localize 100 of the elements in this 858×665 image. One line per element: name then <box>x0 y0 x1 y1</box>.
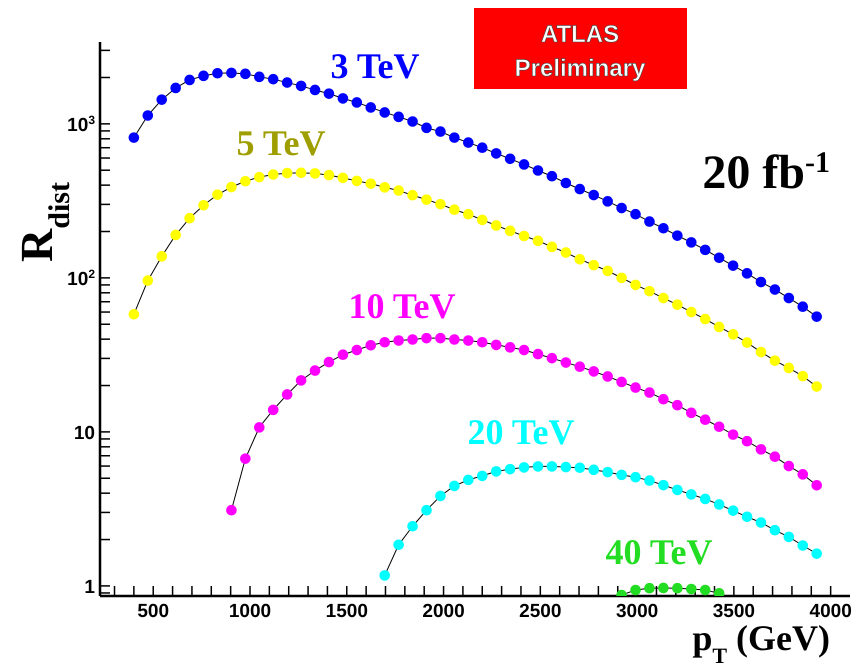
point <box>588 260 600 270</box>
point <box>672 299 683 310</box>
point <box>476 214 488 226</box>
point <box>170 82 181 94</box>
point <box>407 334 418 345</box>
point <box>463 137 474 148</box>
point <box>742 337 752 348</box>
point <box>212 189 223 200</box>
point <box>393 335 404 346</box>
point <box>658 394 669 405</box>
point <box>546 170 558 182</box>
point <box>128 132 140 143</box>
point <box>142 275 154 286</box>
point <box>686 306 697 318</box>
point <box>379 570 390 581</box>
point <box>240 176 251 187</box>
point <box>435 490 446 502</box>
point <box>407 190 418 201</box>
point <box>296 168 306 178</box>
point <box>714 499 724 510</box>
point <box>435 332 446 344</box>
point <box>449 132 460 143</box>
y-tick-label: 10 <box>74 422 95 444</box>
point <box>184 74 195 86</box>
series-label: 10 TeV <box>348 286 456 326</box>
point <box>504 226 516 236</box>
point <box>393 112 404 122</box>
point <box>658 222 669 234</box>
point <box>407 520 418 532</box>
point <box>142 110 154 121</box>
point <box>686 237 697 248</box>
point <box>560 462 572 472</box>
point <box>490 148 502 159</box>
y-tick-label: 1 <box>84 576 96 598</box>
point <box>602 466 613 478</box>
point <box>658 480 669 490</box>
point <box>630 382 641 393</box>
x-tick-label: 3000 <box>616 601 658 622</box>
point <box>756 444 766 455</box>
point <box>686 408 697 418</box>
point <box>504 154 516 164</box>
point <box>463 208 474 220</box>
point <box>407 116 418 127</box>
point <box>476 470 488 482</box>
point <box>435 198 446 210</box>
point <box>226 182 237 192</box>
point <box>644 216 655 227</box>
point <box>602 266 613 276</box>
point <box>742 436 752 447</box>
point <box>616 272 627 284</box>
point <box>532 165 544 176</box>
point <box>658 582 669 594</box>
point <box>602 371 613 382</box>
point <box>728 260 738 271</box>
point <box>742 268 752 279</box>
point <box>532 348 544 360</box>
point <box>310 365 320 376</box>
point <box>784 532 794 542</box>
point <box>490 220 502 231</box>
point <box>352 97 362 108</box>
point <box>602 196 613 207</box>
point <box>574 254 586 265</box>
point <box>296 375 306 386</box>
point <box>546 461 558 472</box>
point <box>797 540 808 551</box>
point <box>630 280 641 290</box>
point <box>226 68 237 78</box>
point <box>784 292 794 304</box>
point <box>784 460 794 472</box>
point <box>700 494 711 504</box>
point <box>449 480 460 492</box>
point <box>324 356 334 368</box>
point <box>784 362 794 374</box>
point <box>574 462 586 474</box>
point <box>393 539 404 550</box>
point <box>616 202 627 214</box>
series-label: 40 TeV <box>605 532 713 572</box>
point <box>644 475 655 486</box>
point <box>630 472 641 482</box>
point <box>198 70 209 82</box>
point <box>226 504 237 516</box>
point <box>254 72 265 82</box>
point <box>714 322 724 332</box>
point <box>672 582 683 594</box>
point <box>588 464 600 476</box>
y-tick-label: 10$^{3}$ <box>67 112 96 136</box>
point <box>700 244 711 256</box>
point <box>449 204 460 216</box>
point <box>686 584 697 594</box>
point <box>240 68 251 80</box>
point <box>756 517 766 528</box>
x-tick-label: 2500 <box>519 601 562 622</box>
point <box>379 107 390 118</box>
point <box>714 252 724 264</box>
series-label: 20 TeV <box>467 412 575 452</box>
point <box>156 94 168 105</box>
point <box>770 284 780 295</box>
point <box>490 340 502 350</box>
point <box>644 582 655 594</box>
point <box>324 170 334 180</box>
